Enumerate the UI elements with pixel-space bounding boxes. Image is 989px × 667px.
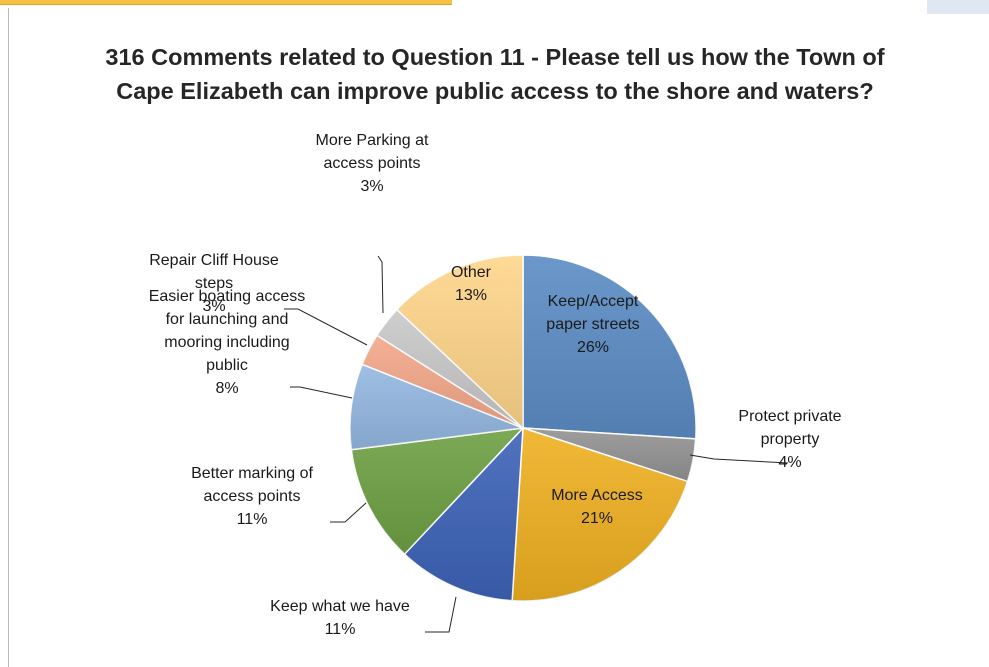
top-strip — [0, 0, 452, 4]
label-text-repair-cliff-house: Repair Cliff House — [149, 252, 279, 269]
label-keep-accept: Keep/Accept paper streets 26% — [546, 293, 639, 356]
slice-labels: Keep/Accept paper streets 26% Protect priva… — [149, 132, 842, 638]
label-text-other: Other — [451, 264, 492, 281]
top-strip-edge — [0, 4, 452, 5]
label-pct-keep-accept: 26% — [577, 339, 609, 356]
label-text-protect-private: property — [761, 431, 820, 448]
label-more-parking: More Parking at access points 3% — [316, 132, 429, 195]
label-pct-more-access: 21% — [581, 510, 613, 527]
label-text-more-parking: access points — [324, 155, 421, 172]
label-text-more-parking: More Parking at — [316, 132, 429, 149]
label-repair-cliff-house: Repair Cliff House steps 3% — [149, 252, 279, 315]
label-text-keep-what-we-have: Keep what we have — [270, 598, 410, 615]
label-text-better-marking: Better marking of — [191, 465, 313, 482]
slice-shade-keep-what-we-have — [404, 428, 523, 601]
label-text-easier-boating: mooring including — [164, 334, 289, 351]
label-other: Other 13% — [451, 264, 492, 304]
label-text-easier-boating: for launching and — [166, 311, 289, 328]
slice-shade-more-access — [512, 428, 688, 602]
label-easier-boating: Easier boating access for launching and mo… — [149, 288, 306, 397]
label-text-keep-accept: Keep/Accept — [548, 293, 639, 310]
label-text-more-access: More Access — [551, 487, 643, 504]
label-keep-what-we-have: Keep what we have 11% — [270, 598, 410, 638]
label-text-easier-boating: public — [206, 357, 248, 374]
label-pct-better-marking: 11% — [237, 511, 268, 528]
label-text-easier-boating: Easier boating access — [149, 288, 306, 305]
leader-lines — [284, 255, 789, 633]
label-text-better-marking: access points — [204, 488, 301, 505]
label-text-protect-private: Protect private — [738, 408, 841, 425]
label-pct-more-parking: 3% — [360, 178, 383, 195]
label-more-access: More Access 21% — [551, 487, 643, 527]
leader-line-repair-cliff-house — [284, 308, 368, 346]
leader-line-more-parking — [377, 255, 384, 314]
label-protect-private: Protect private property 4% — [738, 408, 841, 471]
label-pct-easier-boating: 8% — [215, 380, 238, 397]
chart-title: 316 Comments related to Question 11 - Pl… — [105, 44, 885, 104]
slice-shade-keep-accept — [523, 255, 697, 439]
leader-line-protect-private — [689, 454, 789, 464]
label-text-repair-cliff-house: steps — [195, 275, 233, 292]
leader-line-keep-what-we-have — [425, 596, 457, 633]
leader-line-better-marking — [330, 502, 367, 523]
leader-line-easier-boating — [290, 386, 353, 399]
left-border — [8, 8, 9, 667]
label-pct-repair-cliff-house: 3% — [202, 298, 225, 315]
corner-box — [927, 0, 989, 14]
label-pct-keep-what-we-have: 11% — [325, 621, 356, 638]
slice-shade-better-marking — [351, 428, 523, 555]
slice-shade-other — [396, 255, 523, 428]
slice-shade-easier-boating — [349, 364, 523, 450]
pie-slices — [349, 254, 697, 602]
label-text-keep-accept: paper streets — [546, 316, 639, 333]
slice-shade-more-parking — [376, 309, 523, 428]
label-pct-other: 13% — [455, 287, 487, 304]
slice-shade-repair-cliff-house — [362, 335, 523, 428]
label-better-marking: Better marking of access points 11% — [191, 465, 313, 528]
label-pct-protect-private: 4% — [778, 454, 801, 471]
